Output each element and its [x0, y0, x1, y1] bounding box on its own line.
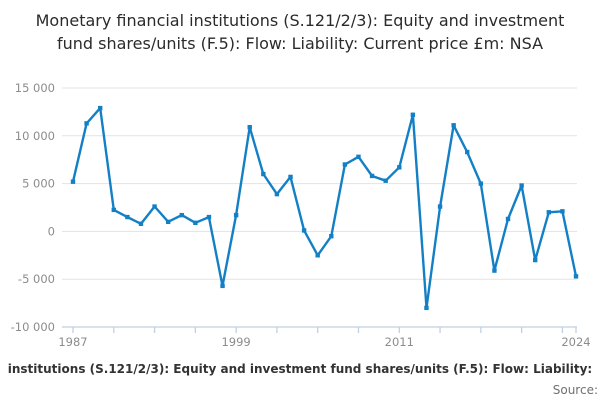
y-tick-label: -5 000 — [18, 272, 55, 286]
y-tick-label: 0 — [48, 224, 55, 238]
data-point-2017 — [478, 181, 484, 186]
data-point-2007 — [342, 162, 348, 167]
x-tick-label: 1999 — [221, 335, 250, 349]
data-point-2022 — [546, 210, 552, 215]
data-point-2019 — [505, 216, 511, 222]
y-tick-label: 5 000 — [22, 177, 55, 191]
data-point-1999 — [233, 212, 239, 218]
data-point-2003 — [288, 174, 293, 180]
source-label: Source: — [552, 383, 598, 397]
data-point-2004 — [301, 228, 307, 233]
data-point-2008 — [356, 154, 361, 160]
x-tick-label: 2024 — [561, 335, 590, 349]
data-point-2000 — [247, 124, 252, 130]
data-point-2020 — [519, 183, 524, 188]
chart-title: Monetary financial institutions (S.121/2… — [35, 11, 565, 53]
data-point-2018 — [492, 268, 497, 273]
footer-series-title: institutions (S.121/2/3): Equity and inv… — [7, 362, 593, 376]
data-point-1992 — [138, 221, 144, 226]
data-point-2005 — [315, 253, 320, 258]
data-point-2016 — [465, 149, 470, 155]
y-tick-label: 10 000 — [15, 129, 55, 143]
data-point-1991 — [125, 214, 130, 220]
data-point-2001 — [261, 171, 266, 177]
x-tick-label: 2011 — [385, 335, 414, 349]
data-point-2010 — [383, 178, 388, 183]
data-point-1989 — [97, 105, 103, 111]
x-tick-label: 1987 — [58, 335, 87, 349]
data-point-1987 — [70, 179, 76, 184]
data-point-2006 — [329, 233, 334, 239]
data-point-1998 — [220, 283, 225, 289]
data-point-1993 — [152, 204, 157, 209]
data-point-1995 — [179, 212, 184, 218]
data-point-2021 — [533, 257, 538, 263]
data-point-2012 — [410, 112, 416, 117]
data-point-2013 — [424, 305, 429, 311]
data-point-1997 — [206, 214, 212, 220]
data-point-2023 — [560, 209, 565, 214]
series-line — [71, 106, 578, 310]
y-tick-label: 15 000 — [15, 81, 55, 95]
data-point-2024 — [573, 274, 579, 279]
data-point-1994 — [165, 219, 171, 225]
data-point-1990 — [111, 207, 116, 213]
y-tick-label: -10 000 — [11, 320, 55, 334]
data-point-1996 — [193, 220, 198, 225]
data-point-2011 — [397, 165, 402, 170]
data-point-2002 — [274, 191, 280, 197]
data-point-2014 — [437, 204, 443, 209]
data-point-2009 — [369, 173, 375, 179]
data-point-1988 — [84, 121, 89, 126]
data-point-2015 — [451, 123, 456, 128]
